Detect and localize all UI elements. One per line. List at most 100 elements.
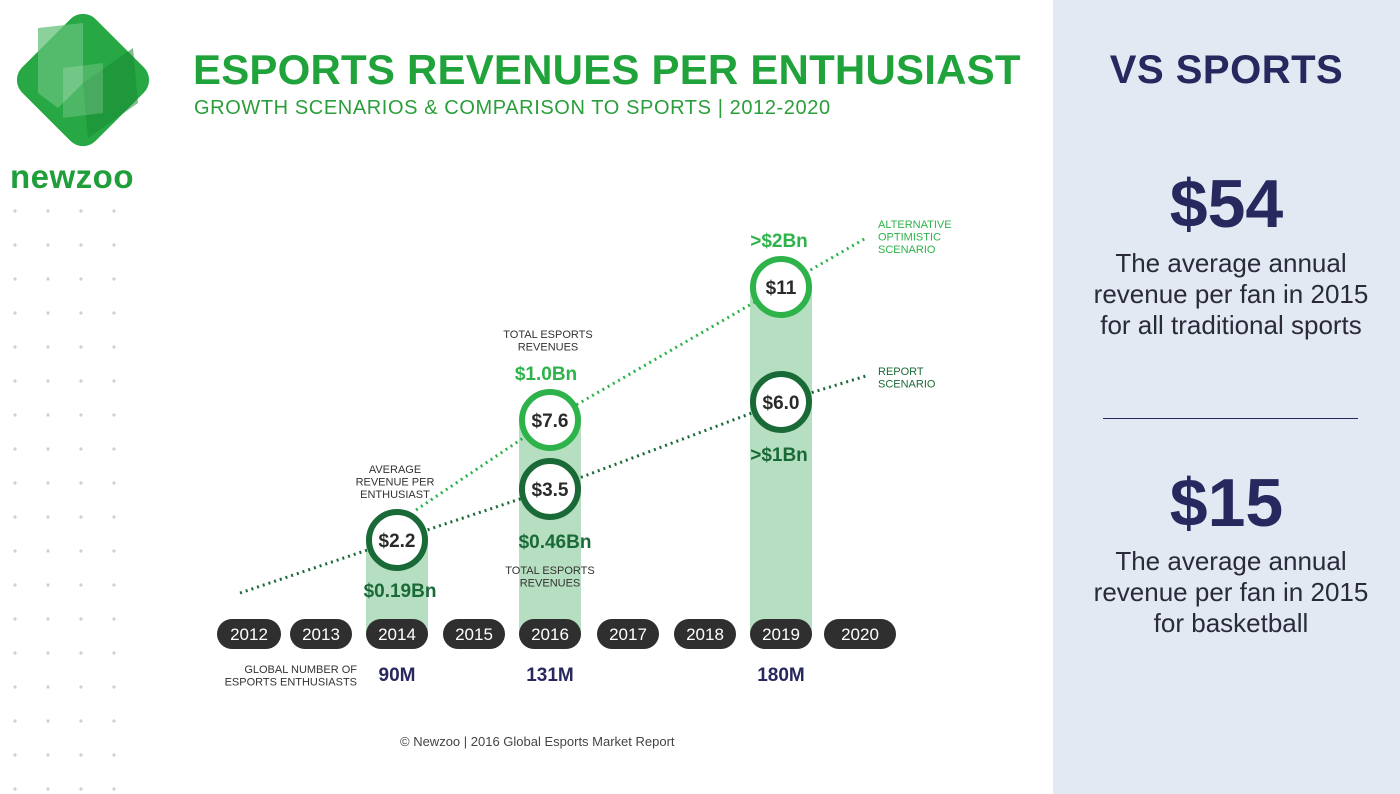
arpu-2014-label: $2.2 [379,531,416,552]
year-label-2018: 2018 [686,625,724,644]
grid-dot [13,311,17,315]
grid-dot [112,549,116,553]
grid-dot [112,583,116,587]
grid-dot [46,685,50,689]
arpu-report-2016-circle [519,458,581,520]
grid-dot [79,379,83,383]
grid-dot [46,583,50,587]
bar-2019 [750,285,812,634]
arpu-2014-circle [366,509,428,571]
grid-dot [79,209,83,213]
grid-dot [79,277,83,281]
year-label-2014: 2014 [378,625,416,644]
grid-dot [13,617,17,621]
grid-dot [112,447,116,451]
grid-dot [112,311,116,315]
grid-dot [112,481,116,485]
year-label-2012: 2012 [230,625,268,644]
enthusiasts-annotation: GLOBAL NUMBER OF ESPORTS ENTHUSIASTS [225,664,358,689]
grid-dot [13,379,17,383]
grid-dot [79,753,83,757]
grid-dot [79,651,83,655]
grid-dot [112,617,116,621]
year-pill-2013 [290,619,352,649]
grid-dot [46,413,50,417]
year-pill-2015 [443,619,505,649]
arpu-report-2016-label: $3.5 [532,480,569,501]
grid-dot [13,243,17,247]
grid-dot [46,243,50,247]
grid-dot [112,413,116,417]
grid-dot [112,243,116,247]
grid-dot [13,719,17,723]
logo-wordmark: newzoo [10,158,134,195]
year-pill-2014 [366,619,428,649]
revenue-report-2016-label: $0.46Bn [519,532,592,553]
stat-value-all-sports: $54 [1169,166,1284,242]
revenue-2014-label: $0.19Bn [364,581,437,602]
grid-dot [46,719,50,723]
grid-dot [79,549,83,553]
year-pill-2018 [674,619,736,649]
year-label-2013: 2013 [302,625,340,644]
arpu-alt-2016-label: $7.6 [532,411,569,432]
grid-dot [13,549,17,553]
arpu-annotation: AVERAGE REVENUE PER ENTHUSIAST [356,464,435,501]
grid-dot [46,345,50,349]
grid-dot [46,447,50,451]
grid-dot [79,413,83,417]
grid-dot [112,345,116,349]
year-label-2016: 2016 [531,625,569,644]
revenue-annotation-bottom: TOTAL ESPORTS REVENUES [505,565,594,590]
enthusiasts-2016: 131M [526,665,574,686]
grid-dot [79,515,83,519]
arpu-report-2019-circle [750,371,812,433]
grid-dot [79,583,83,587]
year-label-2020: 2020 [841,625,879,644]
grid-dot [46,311,50,315]
grid-dot [13,583,17,587]
arpu-alt-2019-label: $11 [766,278,797,299]
grid-dot [13,277,17,281]
stat-desc-all-sports: The average annual revenue per fan in 20… [1093,248,1369,340]
report-scenario-label: REPORT SCENARIO [878,366,936,391]
panel-divider [1103,418,1358,419]
year-pill-2019 [750,619,812,649]
arpu-alt-2019-circle [750,256,812,318]
grid-dot [112,719,116,723]
newzoo-logo-icon [16,13,150,147]
grid-dot [112,379,116,383]
grid-dot [13,787,17,791]
year-pill-2012 [217,619,281,649]
grid-dot [112,651,116,655]
grid-dot [46,277,50,281]
year-label-2017: 2017 [609,625,647,644]
grid-dot [46,379,50,383]
enthusiasts-2014: 90M [379,665,416,686]
grid-dot [13,651,17,655]
grid-dot [79,447,83,451]
grid-dot [112,209,116,213]
grid-dot [79,311,83,315]
grid-dot [13,685,17,689]
panel-title: VS SPORTS [1109,48,1344,92]
year-pill-2017 [597,619,659,649]
grid-dot [79,481,83,485]
grid-dot [13,447,17,451]
grid-dot [46,549,50,553]
year-label-2019: 2019 [762,625,800,644]
grid-dot [112,753,116,757]
bar-2016 [519,420,581,634]
grid-dot [13,209,17,213]
grid-dot [13,753,17,757]
grid-dot [46,209,50,213]
year-pill-2016 [519,619,581,649]
copyright-note: © Newzoo | 2016 Global Esports Market Re… [400,734,675,749]
grid-dot [79,719,83,723]
dot-grid-decoration [13,209,116,791]
grid-dot [112,787,116,791]
year-label-2015: 2015 [455,625,493,644]
revenue-report-2019-label: >$1Bn [750,445,808,466]
grid-dot [46,481,50,485]
grid-dot [79,685,83,689]
